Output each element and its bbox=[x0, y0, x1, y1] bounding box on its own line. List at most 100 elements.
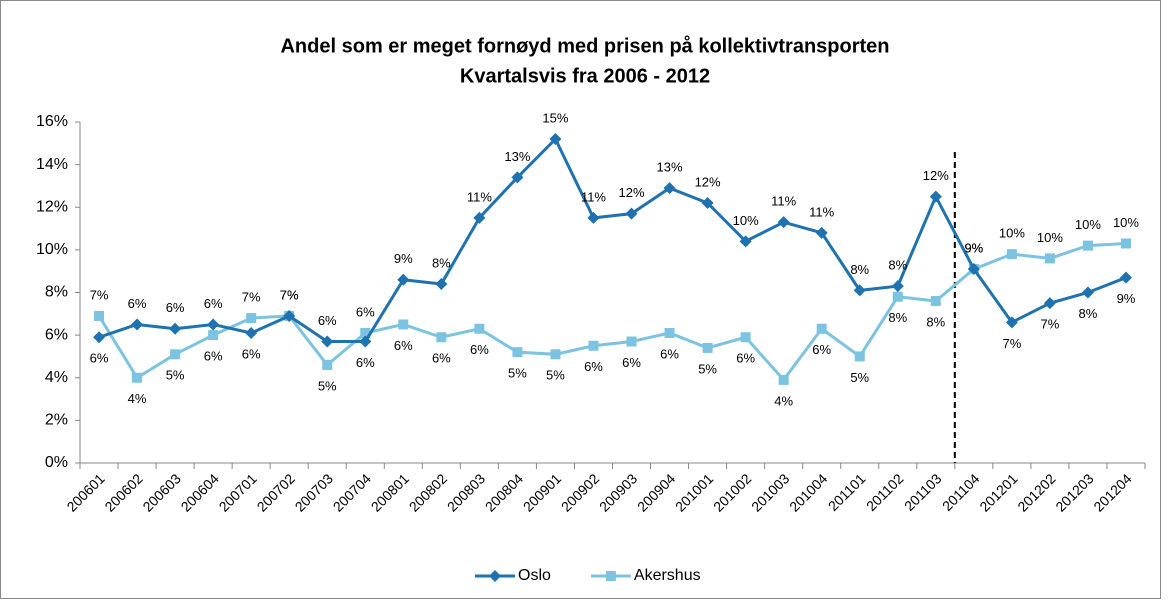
marker bbox=[360, 327, 371, 338]
value-label: 11% bbox=[467, 189, 492, 204]
marker bbox=[435, 277, 448, 290]
value-label: 6% bbox=[432, 351, 451, 366]
marker bbox=[929, 190, 942, 203]
value-label: 7% bbox=[1041, 317, 1060, 332]
y-tick-label: 6% bbox=[45, 326, 68, 343]
value-label: 7% bbox=[280, 287, 299, 302]
value-label: 6% bbox=[166, 300, 185, 315]
value-label: 9% bbox=[394, 251, 413, 266]
marker bbox=[246, 313, 257, 324]
marker bbox=[550, 349, 561, 360]
marker bbox=[511, 171, 524, 184]
marker bbox=[1043, 297, 1056, 310]
value-label: 9% bbox=[964, 240, 983, 255]
value-label: 8% bbox=[850, 262, 869, 277]
series-line bbox=[98, 136, 1127, 344]
marker bbox=[169, 322, 182, 335]
marker bbox=[930, 296, 941, 307]
marker bbox=[512, 347, 523, 358]
marker bbox=[398, 319, 409, 330]
marker bbox=[93, 331, 106, 344]
legend-label: Akershus bbox=[634, 567, 701, 584]
y-tick-label: 8% bbox=[45, 284, 68, 301]
marker bbox=[587, 211, 600, 224]
value-label: 8% bbox=[432, 255, 451, 270]
marker bbox=[854, 351, 865, 362]
marker bbox=[131, 318, 144, 331]
marker bbox=[397, 273, 410, 286]
value-label: 9% bbox=[964, 240, 983, 255]
marker bbox=[1006, 249, 1017, 260]
marker bbox=[853, 284, 866, 297]
marker bbox=[473, 211, 486, 224]
value-label: 8% bbox=[888, 310, 907, 325]
value-label: 6% bbox=[318, 313, 337, 328]
marker bbox=[208, 330, 219, 341]
y-tick-label: 16% bbox=[36, 113, 68, 130]
marker bbox=[815, 226, 828, 239]
value-label: 5% bbox=[318, 378, 337, 393]
marker bbox=[664, 327, 675, 338]
value-label: 6% bbox=[90, 351, 109, 366]
value-label: 6% bbox=[204, 296, 223, 311]
value-label: 6% bbox=[660, 346, 679, 361]
value-label: 7% bbox=[1002, 336, 1021, 351]
y-tick-label: 12% bbox=[36, 198, 68, 215]
marker bbox=[207, 318, 220, 331]
value-label: 6% bbox=[356, 304, 375, 319]
value-label: 6% bbox=[394, 338, 413, 353]
value-label: 9% bbox=[1117, 291, 1136, 306]
marker bbox=[702, 342, 713, 353]
marker bbox=[474, 323, 485, 334]
value-label: 5% bbox=[546, 368, 565, 383]
value-label: 5% bbox=[508, 366, 527, 381]
value-label: 6% bbox=[204, 349, 223, 364]
value-label: 7% bbox=[90, 287, 109, 302]
value-label: 15% bbox=[542, 110, 568, 125]
marker bbox=[170, 349, 181, 360]
marker bbox=[1119, 271, 1132, 284]
marker bbox=[1005, 316, 1018, 329]
marker bbox=[132, 372, 143, 383]
marker bbox=[322, 359, 333, 370]
value-label: 5% bbox=[166, 368, 185, 383]
value-label: 7% bbox=[280, 287, 299, 302]
value-label: 4% bbox=[774, 393, 793, 408]
marker bbox=[1082, 240, 1093, 251]
marker bbox=[436, 332, 447, 343]
value-label: 6% bbox=[812, 342, 831, 357]
chart-subtitle: Kvartalsvis fra 2006 - 2012 bbox=[460, 65, 710, 87]
marker bbox=[701, 196, 714, 209]
legend-label: Oslo bbox=[518, 567, 551, 584]
value-label: 5% bbox=[850, 370, 869, 385]
value-label: 6% bbox=[242, 346, 261, 361]
y-tick-label: 14% bbox=[36, 156, 68, 173]
marker bbox=[967, 263, 980, 276]
marker bbox=[1081, 286, 1094, 299]
value-label: 10% bbox=[1113, 215, 1139, 230]
value-label: 6% bbox=[470, 342, 489, 357]
value-label: 11% bbox=[581, 189, 606, 204]
marker bbox=[626, 336, 637, 347]
value-label: 12% bbox=[619, 185, 645, 200]
value-label: 6% bbox=[356, 355, 375, 370]
marker bbox=[94, 310, 105, 321]
series-line bbox=[97, 241, 1127, 383]
y-tick-label: 0% bbox=[45, 454, 68, 471]
marker bbox=[283, 309, 296, 322]
value-label: 11% bbox=[771, 194, 796, 209]
value-label: 12% bbox=[695, 174, 721, 189]
marker bbox=[740, 332, 751, 343]
marker bbox=[588, 340, 599, 351]
marker bbox=[739, 235, 752, 248]
value-label: 10% bbox=[1075, 217, 1101, 232]
marker bbox=[816, 323, 827, 334]
marker bbox=[778, 374, 789, 385]
marker bbox=[891, 280, 904, 293]
value-label: 12% bbox=[923, 168, 949, 183]
value-label: 8% bbox=[1079, 306, 1098, 321]
marker bbox=[777, 216, 790, 229]
value-label: 11% bbox=[809, 204, 834, 219]
value-label: 6% bbox=[584, 359, 603, 374]
